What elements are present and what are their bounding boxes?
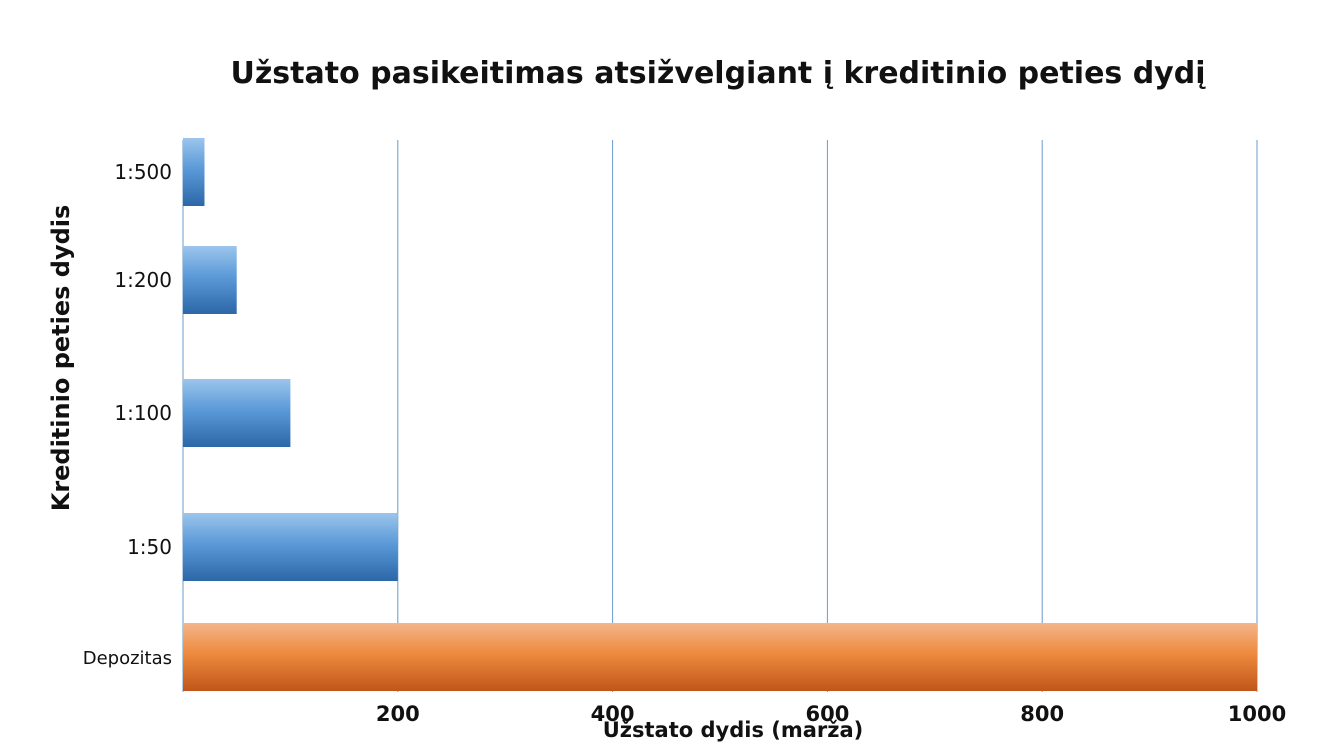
x-tick-label: 200 [376, 702, 420, 726]
x-axis-label: Užstato dydis (marža) [602, 718, 864, 742]
bar-1-200 [183, 246, 237, 314]
x-tick-label: 600 [805, 702, 849, 726]
chart-title: Užstato pasikeitimas atsižvelgiant į kre… [230, 56, 1206, 91]
x-tick-label: 400 [591, 702, 635, 726]
category-label: Depozitas [83, 648, 172, 669]
x-tick-label: 1000 [1228, 702, 1286, 726]
bar-1-500 [183, 138, 205, 206]
x-tick-label: 800 [1020, 702, 1064, 726]
bar-1-50 [183, 513, 398, 581]
category-label: 1:200 [114, 268, 172, 292]
bar-depozitas [183, 623, 1257, 691]
category-label: 1:50 [127, 535, 172, 559]
category-label: 1:500 [114, 160, 172, 184]
bar-1-100 [183, 379, 291, 447]
category-label: 1:100 [114, 401, 172, 425]
